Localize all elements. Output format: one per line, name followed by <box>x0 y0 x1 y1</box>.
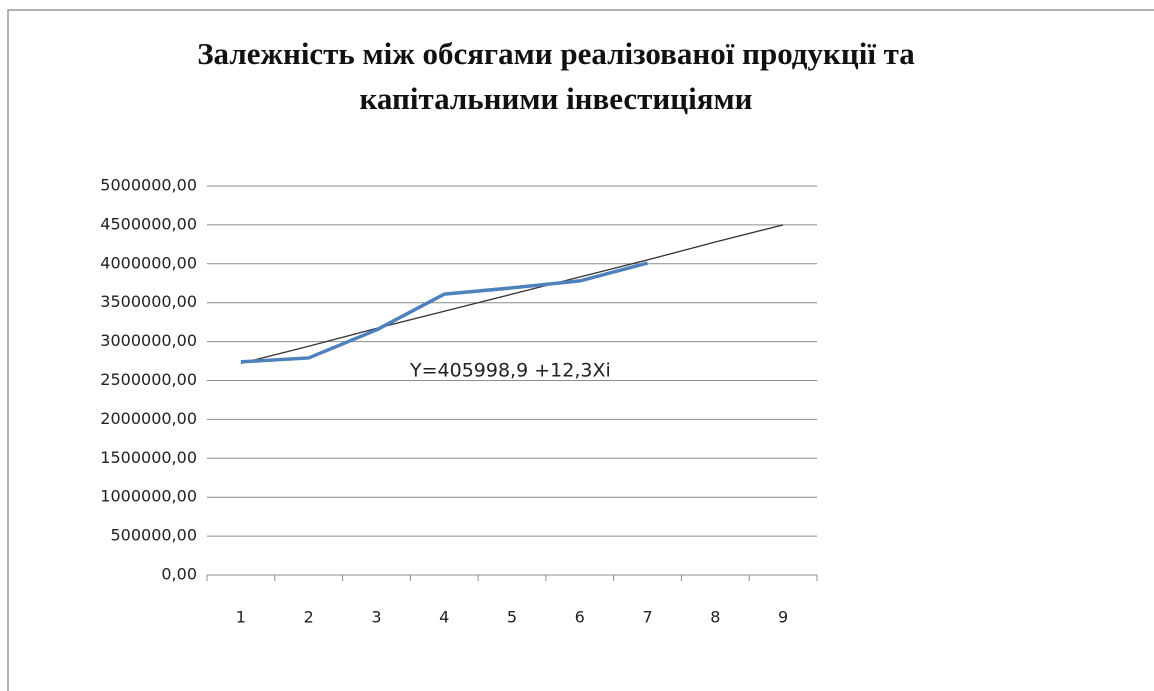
x-tick-label: 3 <box>371 608 381 627</box>
y-tick-label: 500000,00 <box>110 526 197 545</box>
x-tick-label: 5 <box>507 608 517 627</box>
y-tick-label: 4500000,00 <box>100 214 197 233</box>
y-tick-label: 2500000,00 <box>100 370 197 389</box>
chart-frame <box>7 9 1154 691</box>
data-line <box>240 261 649 364</box>
y-tick-label: 3500000,00 <box>100 292 197 311</box>
chart-title: Залежність між обсягами реалізованої про… <box>197 36 915 71</box>
y-tick-label: 4000000,00 <box>100 253 197 272</box>
annotation: Y=405998,9 +12,3Xi <box>409 360 611 382</box>
x-tick-label: 6 <box>575 608 585 627</box>
trend-line <box>240 224 784 365</box>
x-tick-label: 7 <box>642 608 652 627</box>
x-tick-label: 4 <box>439 608 449 627</box>
x-tick-label: 9 <box>778 608 788 627</box>
x-tick-label: 1 <box>236 608 246 627</box>
y-tick-label: 5000000,00 <box>100 176 197 195</box>
chart-title: капітальними інвестиціями <box>360 81 753 116</box>
y-tick-label: 3000000,00 <box>100 331 197 350</box>
y-tick-label: 1500000,00 <box>100 448 197 467</box>
y-tick-label: 1000000,00 <box>100 487 197 506</box>
y-tick-label: 0,00 <box>161 565 197 584</box>
x-tick-label: 2 <box>304 608 314 627</box>
x-tick-label: 8 <box>710 608 720 627</box>
y-tick-label: 2000000,00 <box>100 409 197 428</box>
